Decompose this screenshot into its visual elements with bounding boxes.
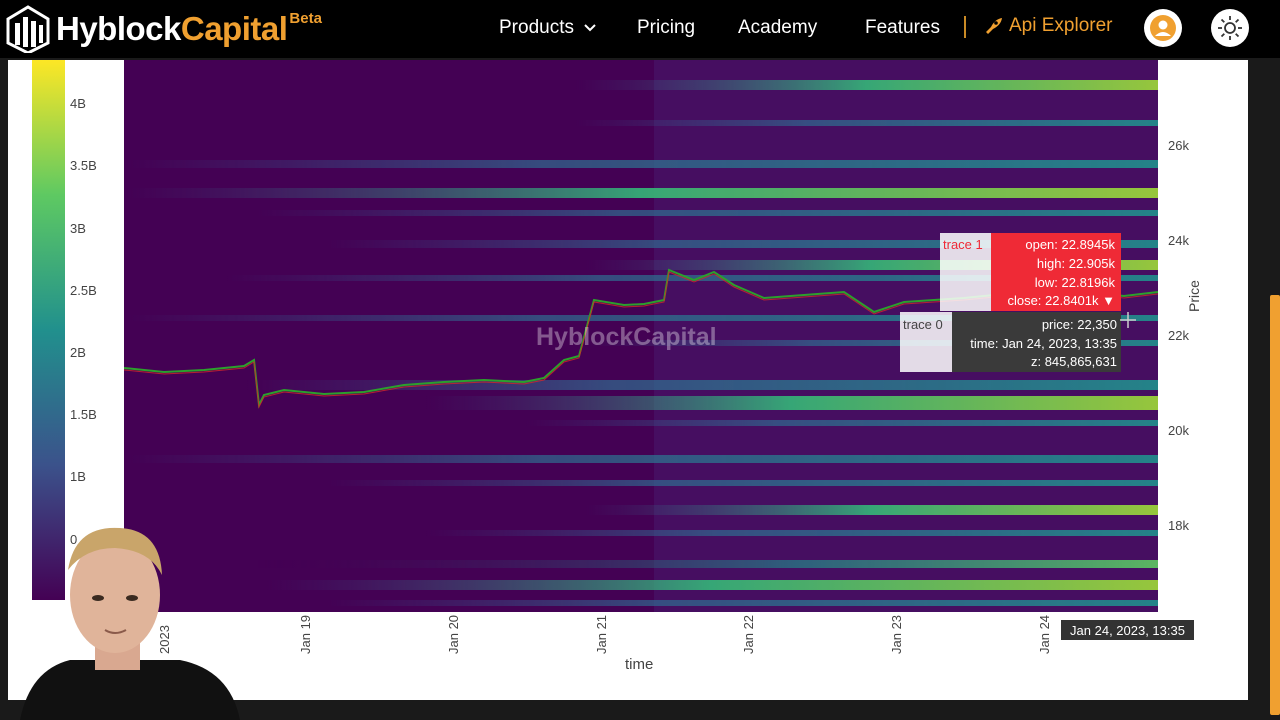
brand-logo[interactable]: Hyblock Capital Beta — [6, 4, 322, 54]
beta-badge: Beta — [289, 10, 322, 27]
brand-name-secondary: Capital — [180, 10, 288, 47]
tooltip-price: price: 22,350 — [1041, 317, 1117, 332]
trace-label-box — [940, 233, 991, 311]
nav-api-explorer[interactable]: Api Explorer — [983, 15, 1113, 37]
chart-watermark: HyblockCapital — [536, 323, 717, 351]
user-icon — [1150, 15, 1176, 41]
y-tick: 26k — [1168, 138, 1189, 153]
x-tick: Jan 20 — [446, 614, 461, 654]
nav-products[interactable]: Products — [499, 17, 597, 39]
x-tick: Jan 24 — [1037, 614, 1052, 654]
nav-products-label: Products — [499, 17, 574, 38]
nav-academy[interactable]: Academy — [738, 17, 818, 38]
nav-pricing[interactable]: Pricing — [637, 17, 696, 38]
api-explorer-label: Api Explorer — [1009, 15, 1113, 36]
tooltip-low: low: 22.8196k — [1034, 275, 1115, 290]
theme-toggle-button[interactable] — [1211, 9, 1249, 47]
x-axis-title: time — [625, 656, 654, 673]
colorbar-tick: 3.5B — [70, 158, 97, 173]
tooltip-close: close: 22.8401k ▼ — [1007, 293, 1115, 308]
tooltip-z: z: 845,865,631 — [1030, 354, 1117, 369]
user-avatar-button[interactable] — [1144, 9, 1182, 47]
colorbar-tick: 2.5B — [70, 283, 97, 298]
brand-name-primary: Hyblock — [56, 10, 181, 47]
tooltip-high: high: 22.905k — [1036, 256, 1115, 271]
chevron-down-icon — [584, 24, 596, 32]
candle-tooltip: open: 22.8945k high: 22.905k low: 22.819… — [991, 233, 1121, 311]
x-tick: Jan 21 — [594, 614, 609, 654]
y-tick: 22k — [1168, 328, 1189, 343]
presenter-webcam — [20, 527, 240, 720]
trace-name: trace 0 — [903, 317, 943, 332]
colorbar-tick: 1.5B — [70, 407, 97, 422]
trace-label-box — [900, 312, 952, 372]
heatmap-tooltip: price: 22,350 time: Jan 24, 2023, 13:35 … — [952, 312, 1121, 372]
trace-name: trace 1 — [943, 237, 983, 252]
y-tick: 20k — [1168, 423, 1189, 438]
colorbar-tick: 3B — [70, 221, 86, 236]
tooltip-time: time: Jan 24, 2023, 13:35 — [970, 336, 1117, 351]
sun-icon — [1218, 16, 1242, 40]
scrollbar-thumb[interactable] — [1270, 295, 1280, 715]
x-hover-label: Jan 24, 2023, 13:35 — [1061, 620, 1194, 640]
y-axis-title: Price — [1186, 280, 1202, 312]
y-tick: 18k — [1168, 518, 1189, 533]
hyblock-logo-icon — [6, 5, 50, 53]
crosshair-cursor-icon — [1120, 312, 1136, 328]
colorbar-tick: 1B — [70, 469, 86, 484]
x-tick: Jan 22 — [741, 614, 756, 654]
top-navbar: Hyblock Capital Beta Products Pricing Aca… — [0, 0, 1280, 58]
x-tick: Jan 23 — [889, 614, 904, 654]
y-tick: 24k — [1168, 233, 1189, 248]
tooltip-open: open: 22.8945k — [1025, 237, 1115, 252]
nav-divider — [964, 16, 966, 38]
colorbar-tick: 4B — [70, 96, 86, 111]
rocket-icon — [986, 18, 1002, 34]
nav-features[interactable]: Features — [865, 17, 940, 38]
colorbar-tick: 2B — [70, 345, 86, 360]
colorbar-tick: 0 — [70, 532, 78, 547]
colorbar — [32, 60, 65, 600]
x-tick: Jan 19 — [298, 614, 313, 654]
